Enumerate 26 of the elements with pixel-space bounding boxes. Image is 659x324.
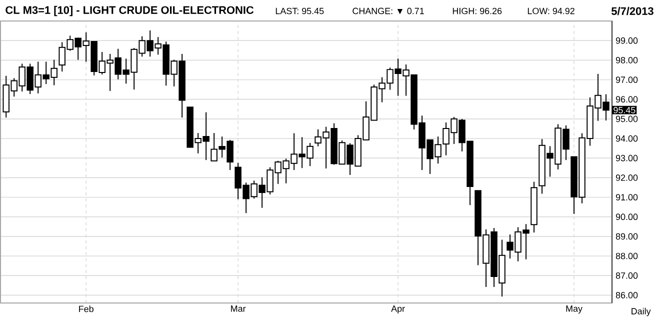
y-tick-label: 88.00	[616, 252, 638, 260]
y-tick-label: 95.00	[616, 116, 638, 122]
x-tick-label: Feb	[79, 306, 94, 312]
x-tick-label: Mar	[231, 306, 246, 312]
text: CHANGE: ▼ 0.71	[352, 8, 424, 14]
y-tick-label: 86.00	[616, 292, 638, 298]
y-tick-label: 89.00	[616, 233, 638, 240]
x-tick-label: May	[566, 306, 582, 314]
y-tick-label: 97.00	[616, 76, 638, 83]
y-tick-label: 92.00	[616, 174, 638, 181]
y-tick-label: 90.00	[616, 214, 638, 220]
text: LOW: 94.92	[528, 8, 574, 14]
y-tick-label: 96.00	[616, 96, 638, 103]
y-tick-label: 98.00	[616, 56, 638, 64]
y-tick-label: 99.00	[616, 37, 638, 44]
y-tick-label: 93.00	[616, 154, 638, 162]
text: Daily	[632, 308, 651, 316]
text: HIGH: 96.26	[452, 8, 502, 14]
text: 5/7/2013	[611, 6, 654, 16]
x-tick-label: Apr	[391, 306, 405, 314]
chart-title: CL M3=1 [10] - LIGHT CRUDE OIL-ELECTRONIC	[6, 6, 254, 16]
annotation: 95.45	[614, 106, 636, 114]
y-tick-label: 91.00	[616, 194, 638, 200]
y-tick-label: 94.00	[616, 135, 638, 142]
text: LAST: 95.45	[276, 8, 324, 14]
y-tick-label: 87.00	[616, 272, 638, 279]
